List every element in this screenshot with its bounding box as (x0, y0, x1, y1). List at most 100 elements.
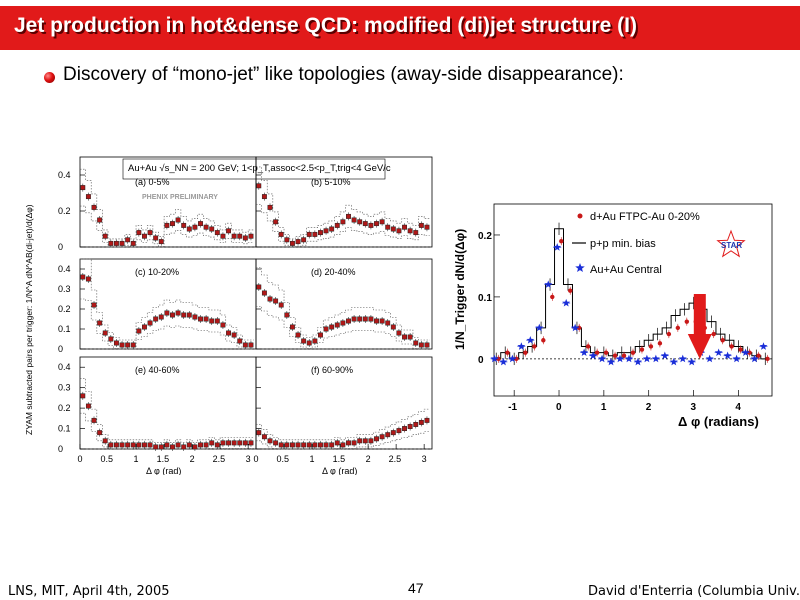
syst-band-lower (256, 306, 430, 350)
data-point (108, 336, 114, 342)
away-side-arrow-icon (687, 294, 712, 359)
data-point (301, 338, 307, 344)
data-point (295, 332, 301, 338)
dau-point (648, 344, 654, 349)
data-point (385, 224, 391, 230)
data-point (390, 226, 396, 232)
data-point (390, 324, 396, 330)
data-point (198, 442, 203, 448)
data-point (301, 237, 307, 243)
data-point (424, 224, 430, 230)
data-point (267, 296, 273, 302)
data-point (248, 440, 254, 446)
data-point (226, 228, 231, 234)
header-box (122, 158, 386, 180)
data-point (329, 442, 335, 448)
title-bar (0, 6, 800, 50)
data-point (362, 316, 368, 322)
data-point (396, 330, 402, 336)
data-point (147, 230, 153, 236)
data-point (351, 217, 357, 223)
data-point (402, 334, 407, 340)
data-point (142, 233, 147, 239)
legend-dau-marker (577, 213, 583, 219)
data-point (80, 393, 86, 399)
data-point (142, 442, 147, 448)
auau-point (705, 354, 714, 363)
y-tick-label: 0.2 (58, 403, 71, 413)
panel-label: (b) 5-10% (311, 177, 351, 187)
x-tick-label: 3 (422, 454, 427, 464)
x-axis-label: Δ φ (rad) (322, 466, 357, 475)
bullet-icon (44, 72, 55, 83)
data-point (418, 342, 424, 348)
data-point (209, 318, 215, 324)
auau-point (580, 348, 589, 357)
data-point (198, 221, 203, 227)
data-point (329, 324, 335, 330)
data-point (273, 298, 279, 304)
y-tick-label: 0.1 (58, 324, 71, 334)
data-point (346, 440, 351, 446)
data-point (192, 314, 198, 320)
data-point (203, 316, 209, 322)
data-point (220, 322, 226, 328)
panel-label: (d) 20-40% (311, 267, 356, 277)
phenix-watermark: PHENIX PRELIMINARY (142, 194, 218, 201)
data-point (175, 217, 181, 223)
data-point (273, 440, 279, 446)
data-point (346, 213, 351, 219)
data-point (379, 219, 385, 225)
data-point (226, 330, 231, 336)
y-tick-label: 0.3 (58, 383, 71, 393)
data-point (80, 185, 86, 191)
syst-band-upper (80, 168, 254, 240)
data-point (323, 326, 329, 332)
y-tick-label: 0.4 (58, 264, 71, 274)
legend-dau-label: d+Au FTPC-Au 0-20% (590, 211, 700, 223)
dau-point (559, 238, 564, 244)
data-point (340, 320, 346, 326)
data-point (214, 230, 220, 236)
dau-point (729, 344, 734, 349)
dau-point (541, 338, 546, 343)
x-tick-label: 1 (601, 402, 607, 413)
dau-point (765, 356, 770, 362)
y-tick-label: 0.4 (58, 362, 71, 372)
data-point (357, 316, 363, 322)
auau-point (598, 354, 607, 363)
syst-band-upper (256, 267, 430, 341)
data-point (164, 222, 170, 228)
star-frame (493, 203, 773, 397)
auau-point (714, 348, 723, 357)
data-point (209, 440, 215, 446)
dau-point (684, 319, 690, 324)
data-point (351, 316, 357, 322)
data-point (170, 221, 175, 227)
x-tick-label: 2 (646, 402, 652, 413)
data-point (108, 240, 114, 246)
auau-point (508, 354, 517, 363)
data-point (284, 312, 290, 318)
auau-point (517, 342, 526, 350)
data-point (351, 440, 357, 446)
x-tick-label: 0 (556, 402, 562, 413)
data-point (97, 320, 103, 326)
data-point (357, 438, 363, 444)
data-point (362, 438, 368, 444)
data-point (301, 442, 307, 448)
phenix-header: Au+Au √s_NN = 200 GeV; 1<p_T,assoc<2.5<p… (128, 163, 391, 174)
auau-point (490, 354, 499, 363)
auau-point (660, 351, 669, 360)
x-tick-label: 0.5 (277, 454, 290, 464)
data-point (85, 403, 91, 409)
data-point (242, 440, 248, 446)
data-point (91, 417, 97, 423)
data-point (102, 438, 108, 444)
data-point (113, 442, 119, 448)
data-point (289, 442, 295, 448)
auau-point (571, 323, 580, 332)
star-x-axis-label: Δ φ (radians) (678, 414, 759, 429)
phenix-y-axis-label: ZYAM subtracted pairs per trigger: 1/N^A… (24, 204, 34, 435)
auau-point (526, 336, 535, 344)
